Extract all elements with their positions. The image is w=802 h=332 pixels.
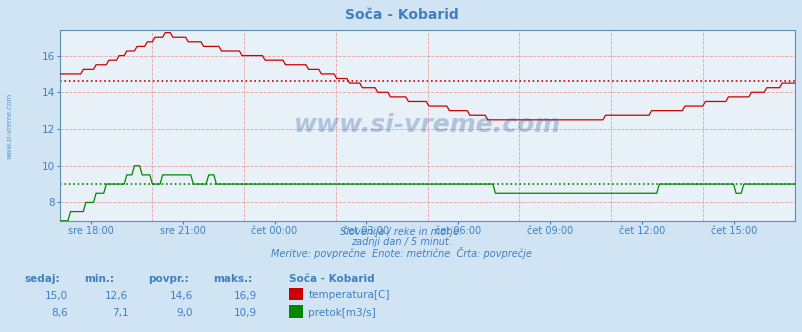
Text: Soča - Kobarid: Soča - Kobarid xyxy=(289,274,375,284)
Text: 15,0: 15,0 xyxy=(45,290,68,300)
Text: Meritve: povprečne  Enote: metrične  Črta: povprečje: Meritve: povprečne Enote: metrične Črta:… xyxy=(271,247,531,259)
Text: www.si-vreme.com: www.si-vreme.com xyxy=(6,93,12,159)
Text: Slovenija / reke in morje.: Slovenija / reke in morje. xyxy=(340,227,462,237)
Text: temperatura[C]: temperatura[C] xyxy=(308,290,389,300)
Text: 14,6: 14,6 xyxy=(169,290,192,300)
Text: 12,6: 12,6 xyxy=(105,290,128,300)
Text: 8,6: 8,6 xyxy=(51,308,68,318)
Text: 16,9: 16,9 xyxy=(233,290,257,300)
Text: 9,0: 9,0 xyxy=(176,308,192,318)
Text: sedaj:: sedaj: xyxy=(24,274,59,284)
Text: Soča - Kobarid: Soča - Kobarid xyxy=(344,8,458,22)
Text: www.si-vreme.com: www.si-vreme.com xyxy=(294,113,561,137)
Text: pretok[m3/s]: pretok[m3/s] xyxy=(308,308,375,318)
Text: min.:: min.: xyxy=(84,274,114,284)
Text: zadnji dan / 5 minut.: zadnji dan / 5 minut. xyxy=(350,237,452,247)
Text: povpr.:: povpr.: xyxy=(148,274,189,284)
Text: 10,9: 10,9 xyxy=(233,308,257,318)
Text: maks.:: maks.: xyxy=(213,274,252,284)
Text: 7,1: 7,1 xyxy=(111,308,128,318)
